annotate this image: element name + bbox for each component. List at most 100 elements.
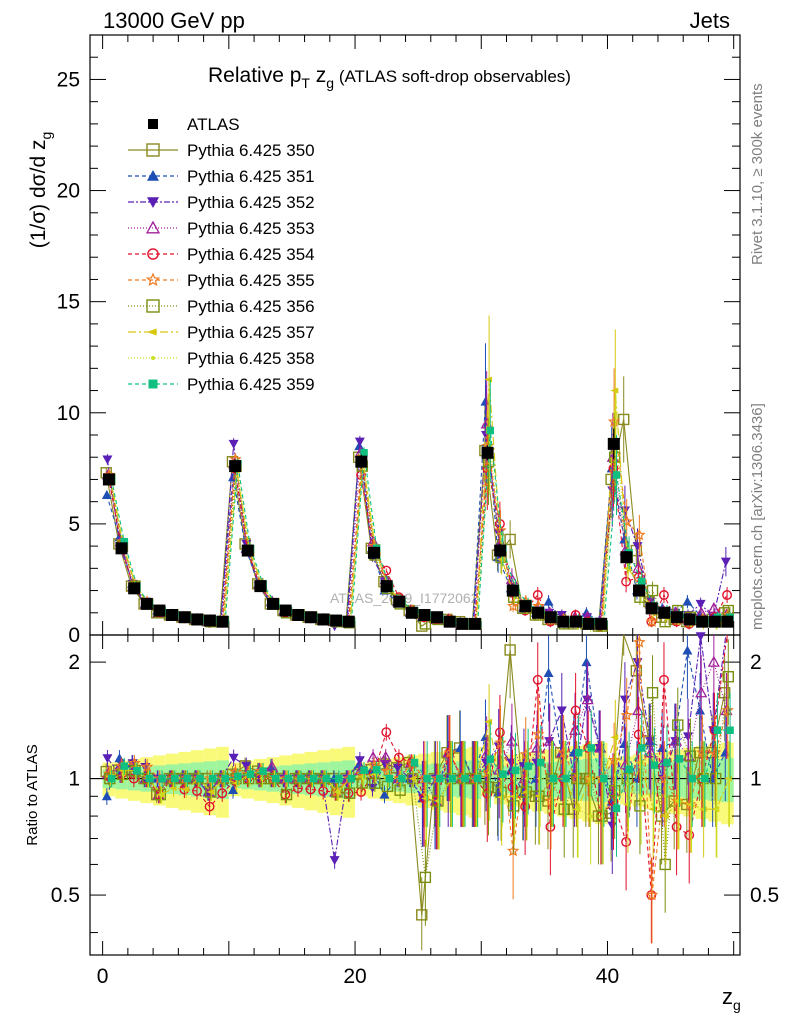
marker-filled-square — [511, 766, 520, 775]
marker-filled-square — [468, 617, 481, 630]
marker-filled-square — [562, 774, 570, 783]
marker-filled-square — [148, 379, 158, 389]
marker-open-square — [504, 644, 516, 656]
ratio-series-10 — [107, 692, 734, 857]
marker-filled-square — [587, 744, 595, 752]
marker-open-triangle-up — [695, 686, 708, 698]
marker-filled-square — [696, 615, 709, 628]
marker-filled-square — [148, 119, 158, 129]
marker-filled-square — [367, 546, 380, 559]
marker-filled-square — [549, 774, 558, 783]
marker-open-triangle-up — [543, 734, 556, 746]
marker-open-square — [646, 687, 659, 699]
legend-label: Pythia 6.425 357 — [187, 323, 315, 342]
marker-triangle-down — [632, 542, 643, 552]
marker-open-star — [145, 272, 161, 287]
marker-dot — [121, 772, 126, 777]
marker-open-square — [558, 803, 570, 815]
top-panel-data — [100, 315, 734, 632]
marker-open-square — [618, 413, 630, 426]
marker-filled-square — [191, 613, 204, 626]
marker-filled-square — [140, 597, 153, 610]
ratio-line — [111, 729, 731, 810]
marker-open-square — [608, 785, 621, 797]
marker-open-circle — [204, 801, 215, 812]
marker-filled-square — [267, 597, 280, 610]
legend-item-7: Pythia 6.425 356 — [128, 297, 315, 316]
marker-triangle-down — [392, 763, 403, 773]
marker-filled-square — [675, 755, 684, 763]
marker-dot — [576, 807, 581, 812]
marker-open-circle — [532, 590, 543, 600]
marker-filled-square — [607, 437, 620, 450]
marker-filled-square — [499, 770, 507, 778]
marker-filled-square — [461, 774, 469, 783]
y-tick-label-top: 15 — [57, 291, 80, 314]
marker-open-square — [343, 787, 356, 799]
marker-dot — [525, 776, 530, 781]
marker-filled-square — [670, 611, 683, 624]
y-tick-label-top: 10 — [57, 402, 80, 425]
marker-filled-square — [637, 577, 646, 586]
marker-filled-square — [582, 617, 595, 630]
marker-filled-square — [254, 580, 267, 593]
marker-filled-square — [405, 606, 418, 619]
legend-item-5: Pythia 6.425 354 — [128, 245, 315, 264]
marker-triangle-left — [206, 789, 215, 796]
marker-filled-square — [271, 774, 280, 783]
marker-filled-square — [393, 595, 406, 608]
marker-filled-square — [246, 770, 255, 778]
y-tick-label-top: 25 — [57, 68, 80, 91]
marker-filled-square — [380, 580, 393, 593]
legend-label: Pythia 6.425 356 — [187, 297, 315, 316]
marker-open-star — [380, 764, 394, 777]
marker-open-circle — [722, 590, 733, 600]
legend-label: ATLAS — [187, 115, 240, 134]
ratio-panel-frame — [89, 634, 741, 956]
marker-dot — [664, 794, 669, 799]
marker-filled-square — [322, 774, 330, 783]
marker-dot — [639, 794, 644, 799]
marker-filled-square — [410, 758, 419, 767]
marker-open-triangle-up — [145, 220, 161, 234]
marker-open-square — [416, 909, 428, 921]
legend-label: Pythia 6.425 351 — [187, 167, 315, 186]
side-text-rivet: Rivet 3.1.10, ≥ 300k events — [749, 83, 766, 265]
marker-open-star — [607, 753, 621, 766]
marker-triangle-down — [241, 761, 252, 771]
marker-filled-square — [145, 774, 154, 783]
marker-filled-square — [398, 774, 406, 783]
marker-filled-square — [701, 774, 709, 783]
ratio-line — [106, 634, 727, 861]
marker-open-star — [645, 615, 659, 627]
marker-open-square — [419, 871, 432, 884]
marker-filled-square — [574, 748, 583, 757]
marker-filled-square — [335, 774, 343, 783]
marker-triangle-down — [147, 197, 159, 208]
marker-triangle-down — [619, 695, 630, 705]
marker-open-star — [620, 708, 634, 721]
marker-open-star — [696, 746, 709, 758]
marker-open-triangle-up — [366, 750, 380, 762]
marker-open-triangle-up — [632, 704, 645, 716]
marker-filled-square — [494, 544, 507, 557]
marker-filled-square — [625, 765, 633, 773]
marker-triangle-up — [581, 657, 592, 667]
marker-triangle-up — [147, 170, 159, 181]
marker-open-square — [659, 858, 671, 871]
marker-open-circle — [381, 727, 392, 738]
marker-open-triangle-up — [505, 573, 519, 585]
marker-filled-square — [683, 613, 696, 626]
marker-triangle-down — [329, 856, 340, 866]
marker-triangle-down — [228, 439, 239, 449]
y-tick-label-top: 5 — [68, 513, 80, 536]
marker-dot — [689, 802, 694, 807]
marker-filled-square — [423, 774, 431, 783]
marker-open-square — [331, 786, 343, 798]
marker-open-square — [432, 795, 444, 807]
marker-open-star — [645, 888, 659, 901]
marker-triangle-up — [682, 596, 693, 606]
marker-open-circle — [507, 782, 518, 793]
marker-open-triangle-up — [707, 655, 720, 667]
x-axis-label: zg — [722, 984, 741, 1013]
